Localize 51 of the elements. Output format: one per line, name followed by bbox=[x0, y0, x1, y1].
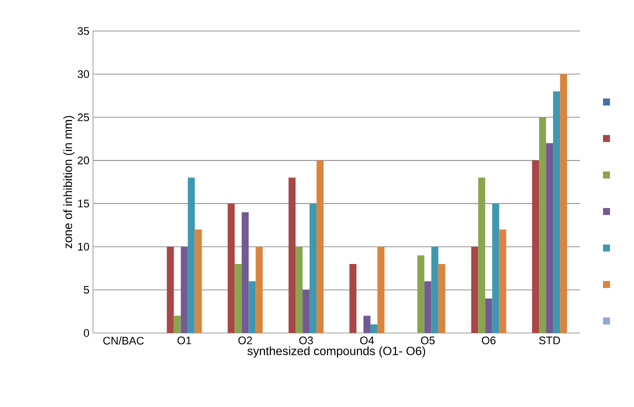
bar bbox=[532, 160, 540, 333]
y-tick-label: 10 bbox=[78, 242, 90, 251]
bar bbox=[560, 74, 568, 333]
y-tick-label: 25 bbox=[78, 113, 90, 122]
bar bbox=[310, 204, 317, 333]
bar bbox=[417, 255, 424, 333]
bar bbox=[256, 246, 263, 333]
bar bbox=[349, 264, 356, 333]
x-tick-label: O5 bbox=[421, 336, 435, 344]
y-tick-label: 20 bbox=[78, 156, 90, 164]
bar bbox=[174, 316, 181, 333]
bar bbox=[377, 246, 384, 333]
bar bbox=[296, 246, 303, 333]
bar bbox=[363, 316, 370, 333]
x-tick-label: CN/BAC bbox=[103, 336, 144, 345]
x-tick-label: O6 bbox=[482, 336, 496, 344]
bar bbox=[242, 212, 249, 333]
bar bbox=[553, 91, 560, 333]
bar bbox=[248, 281, 256, 333]
bar bbox=[234, 264, 242, 333]
y-tick-label: 30 bbox=[78, 70, 90, 78]
bar bbox=[471, 246, 478, 333]
y-axis-title: zone of inhibition (in mm) bbox=[63, 116, 74, 248]
x-tick-label: O3 bbox=[299, 336, 313, 344]
bar bbox=[478, 178, 486, 333]
bar bbox=[288, 178, 296, 333]
bar bbox=[228, 204, 235, 333]
y-tick-label: 35 bbox=[78, 27, 90, 35]
x-tick-label: O4 bbox=[360, 336, 374, 344]
x-tick-label: STD bbox=[539, 336, 560, 344]
bar bbox=[194, 229, 202, 333]
bar bbox=[424, 281, 432, 333]
bar bbox=[492, 204, 500, 333]
bar bbox=[188, 178, 195, 333]
bar bbox=[431, 246, 438, 333]
y-tick-label: 0 bbox=[84, 329, 90, 337]
bar bbox=[180, 246, 188, 333]
x-tick-label: O2 bbox=[238, 336, 252, 344]
y-tick-label: 15 bbox=[78, 200, 90, 208]
bar bbox=[539, 117, 546, 333]
x-tick-label: O1 bbox=[178, 336, 192, 344]
bar bbox=[438, 264, 446, 333]
bar bbox=[370, 324, 378, 333]
y-tick-label: 5 bbox=[84, 286, 90, 294]
bar bbox=[485, 298, 492, 333]
x-axis-title: synthesized compounds (O1- O6) bbox=[247, 346, 426, 358]
bar bbox=[499, 229, 506, 333]
bar bbox=[316, 160, 324, 333]
bar bbox=[302, 290, 310, 333]
bar bbox=[166, 246, 174, 333]
bar bbox=[546, 143, 554, 333]
